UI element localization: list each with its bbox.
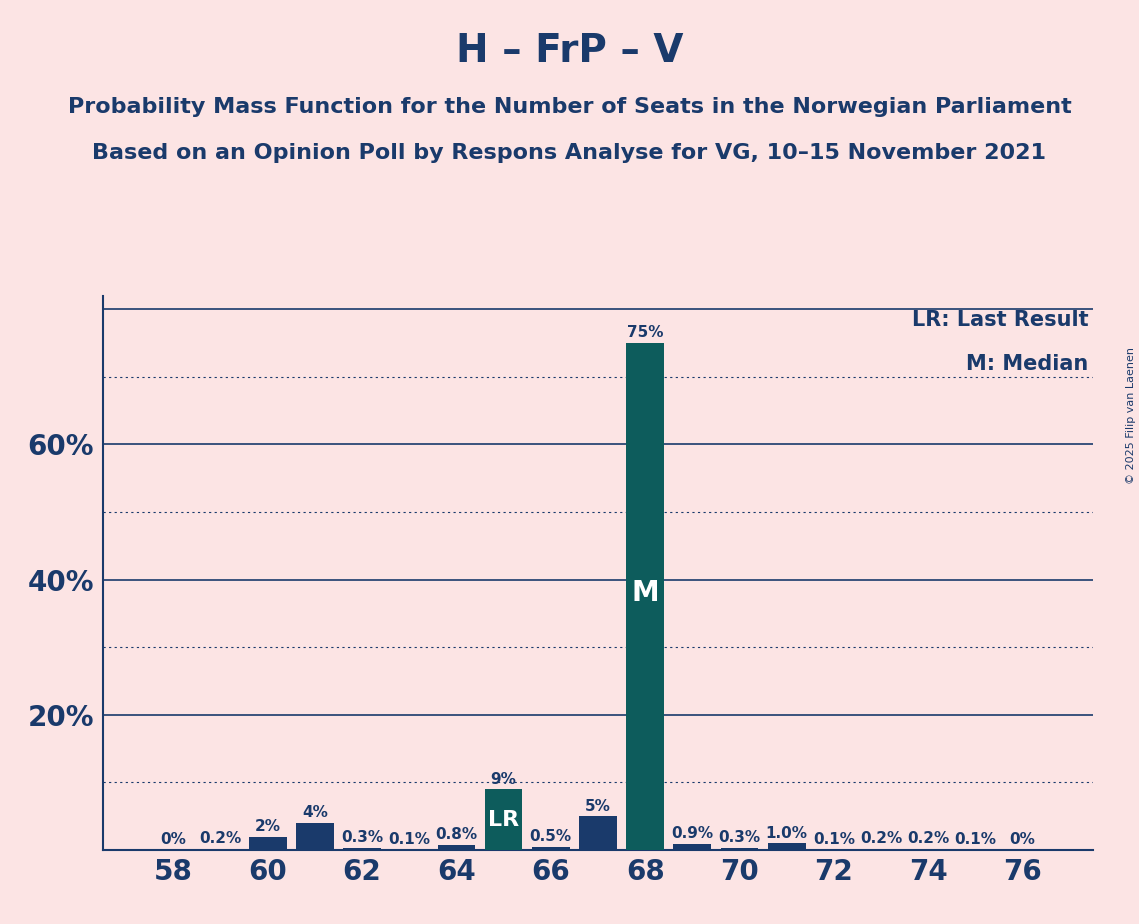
Text: Probability Mass Function for the Number of Seats in the Norwegian Parliament: Probability Mass Function for the Number… xyxy=(67,97,1072,117)
Bar xyxy=(202,849,239,850)
Bar xyxy=(532,846,570,850)
Bar xyxy=(862,849,900,850)
Bar xyxy=(296,823,334,850)
Bar xyxy=(485,789,523,850)
Text: LR: LR xyxy=(487,809,519,830)
Text: 0.2%: 0.2% xyxy=(860,831,902,846)
Bar xyxy=(721,848,759,850)
Text: 5%: 5% xyxy=(585,798,611,813)
Text: 1.0%: 1.0% xyxy=(765,826,808,841)
Text: 0.1%: 0.1% xyxy=(813,832,855,846)
Text: 0.1%: 0.1% xyxy=(954,832,997,846)
Text: 0.3%: 0.3% xyxy=(341,831,383,845)
Text: © 2025 Filip van Laenen: © 2025 Filip van Laenen xyxy=(1126,347,1136,484)
Text: LR: Last Result: LR: Last Result xyxy=(912,310,1089,330)
Bar xyxy=(768,844,805,850)
Text: 0.3%: 0.3% xyxy=(719,831,761,845)
Text: 75%: 75% xyxy=(626,325,663,340)
Text: M: Median: M: Median xyxy=(966,354,1089,374)
Text: 9%: 9% xyxy=(491,772,517,786)
Text: 0.1%: 0.1% xyxy=(388,832,431,846)
Text: 4%: 4% xyxy=(302,806,328,821)
Bar xyxy=(343,848,380,850)
Bar xyxy=(909,849,948,850)
Text: 0.8%: 0.8% xyxy=(435,827,477,842)
Bar xyxy=(437,845,475,850)
Text: 0%: 0% xyxy=(161,833,187,847)
Bar xyxy=(579,816,617,850)
Text: Based on an Opinion Poll by Respons Analyse for VG, 10–15 November 2021: Based on an Opinion Poll by Respons Anal… xyxy=(92,143,1047,164)
Text: M: M xyxy=(631,579,659,607)
Bar xyxy=(626,343,664,850)
Text: 0%: 0% xyxy=(1009,833,1035,847)
Text: 0.2%: 0.2% xyxy=(907,831,950,846)
Bar xyxy=(248,836,287,850)
Text: 2%: 2% xyxy=(255,819,280,833)
Bar xyxy=(673,844,711,850)
Text: 0.2%: 0.2% xyxy=(199,831,241,846)
Text: H – FrP – V: H – FrP – V xyxy=(456,32,683,70)
Text: 0.9%: 0.9% xyxy=(671,826,713,841)
Text: 0.5%: 0.5% xyxy=(530,829,572,844)
